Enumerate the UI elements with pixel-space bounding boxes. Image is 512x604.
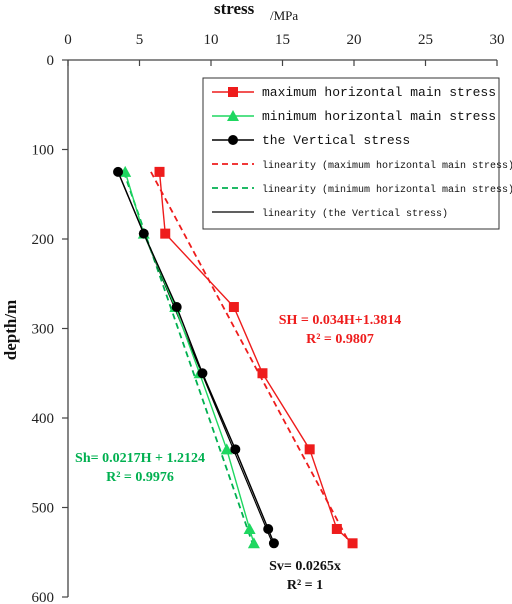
annotation-sh_max-line-1: R² = 0.9807: [306, 332, 374, 347]
x-ticks: 0 5 10 15 20 25 30: [64, 32, 505, 66]
y-tick-label: 400: [32, 411, 55, 427]
y-axis-title: depth/m: [1, 300, 20, 360]
x-axis-title: stress: [214, 0, 255, 18]
series-2-point-2: [171, 302, 182, 313]
annotation-sv-line-0: Sv= 0.0265x: [269, 559, 341, 574]
legend-label-2: the Vertical stress: [262, 133, 410, 148]
x-tick-label: 25: [418, 32, 433, 48]
legend-label-5: linearity (the Vertical stress): [262, 208, 448, 220]
series-0-point-4: [304, 444, 315, 455]
y-tick-label: 600: [32, 590, 55, 604]
legend-label-0: maximum horizontal main stress: [262, 85, 496, 100]
y-tick-label: 0: [47, 53, 55, 69]
series-2-point-1: [138, 228, 149, 239]
series-1-point-4: [220, 443, 233, 455]
series-0-point-3: [257, 368, 268, 379]
legend-label-1: minimum horizontal main stress: [262, 109, 496, 124]
legend: maximum horizontal main stress minimum ho…: [202, 77, 512, 230]
annotation-sh_min-line-0: Sh= 0.0217H + 1.2124: [75, 451, 205, 466]
y-ticks: 0 100 200 300 400 500 600: [32, 53, 68, 604]
fit-line-0: [150, 171, 351, 544]
series-0-point-5: [331, 523, 342, 534]
x-axis-unit: /MPa: [270, 8, 298, 23]
series-0-point-0: [154, 166, 165, 177]
series-2-point-5: [263, 523, 274, 534]
series-0-point-1: [160, 228, 171, 239]
y-tick-label: 300: [32, 322, 55, 338]
x-tick-label: 10: [204, 32, 219, 48]
series-0-point-2: [228, 302, 239, 313]
annotation-sh_min-line-1: R² = 0.9976: [106, 470, 174, 485]
y-tick-label: 200: [32, 232, 55, 248]
x-tick-label: 5: [136, 32, 144, 48]
series-2-point-0: [113, 166, 124, 177]
x-tick-label: 15: [275, 32, 290, 48]
x-tick-label: 0: [64, 32, 72, 48]
data-series: [113, 165, 358, 549]
y-tick-label: 100: [32, 143, 55, 159]
series-2-point-4: [230, 444, 241, 455]
series-1-point-5: [243, 522, 256, 534]
series-1-point-6: [247, 537, 260, 549]
legend-swatch-marker-0: [228, 87, 238, 97]
legend-label-3: linearity (maximum horizontal main stres…: [262, 160, 512, 172]
legend-swatch-marker-1: [227, 110, 239, 121]
x-tick-label: 30: [490, 32, 505, 48]
y-tick-label: 500: [32, 501, 55, 517]
legend-label-4: linearity (minimum horizontal main stres…: [262, 184, 512, 196]
series-0-point-6: [347, 538, 358, 549]
equation-annotations: SH = 0.034H+1.3814 R² = 0.9807 Sh= 0.0217H…: [75, 313, 401, 593]
x-tick-label: 20: [347, 32, 362, 48]
annotation-sh_max-line-0: SH = 0.034H+1.3814: [279, 313, 402, 328]
series-2-point-6: [268, 538, 279, 549]
annotation-sv-line-1: R² = 1: [287, 578, 323, 593]
legend-box: [202, 77, 500, 230]
legend-swatch-marker-2: [228, 135, 238, 145]
series-2-point-3: [197, 368, 208, 379]
